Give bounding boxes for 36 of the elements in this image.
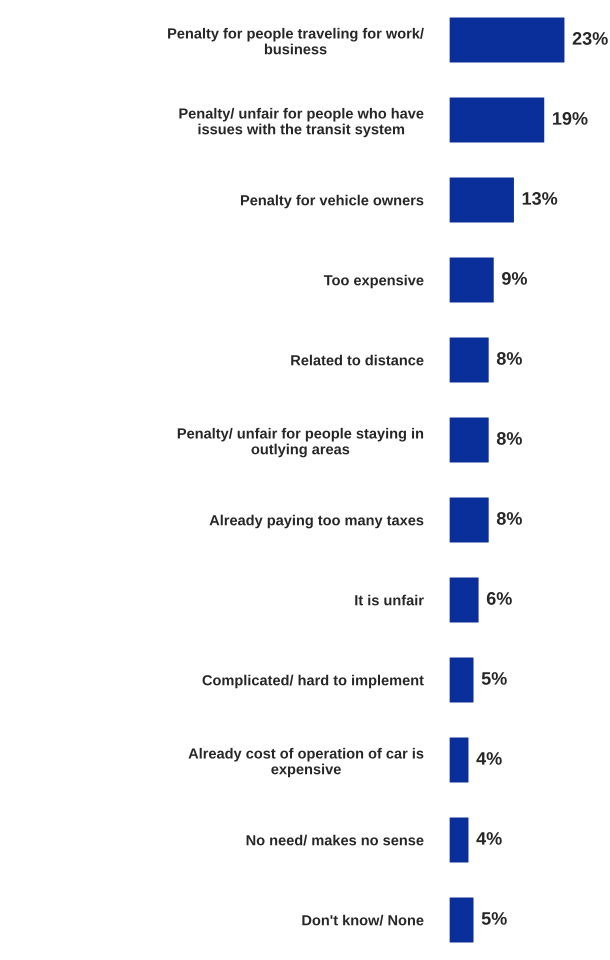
- data-label: 8%: [496, 432, 522, 445]
- y-tick-label: Penalty/ unfair for people staying in outlying areas: [178, 428, 424, 458]
- data-label: 6%: [486, 592, 512, 605]
- y-tick-label: Penalty for vehicle owners: [240, 194, 424, 208]
- bar: [448, 176, 516, 224]
- bar: [448, 896, 475, 944]
- bar: [448, 656, 475, 704]
- bar: [448, 416, 490, 464]
- bar: [448, 736, 470, 784]
- data-label: 4%: [476, 832, 502, 845]
- bar: [448, 576, 480, 624]
- y-tick-label: Penalty for people traveling for work/ business: [168, 28, 424, 54]
- y-tick-label: Related to distance: [291, 354, 424, 366]
- y-tick-label: Penalty/ unfair for people who have issues with the transit system: [179, 108, 424, 138]
- data-label: 19%: [553, 112, 588, 125]
- y-tick-label: It is unfair: [355, 594, 424, 606]
- data-label: 4%: [476, 752, 502, 765]
- data-label: 5%: [482, 672, 507, 685]
- data-label: 9%: [502, 272, 527, 285]
- y-tick-label: Already paying too many taxes: [210, 514, 424, 528]
- y-tick-label: Already cost of operation of car is expensive: [188, 748, 424, 778]
- bar: [448, 496, 490, 544]
- bar: [448, 336, 490, 384]
- bar: [448, 256, 496, 304]
- data-label: 5%: [482, 912, 507, 925]
- y-tick-label: No need/ makes no sense: [246, 834, 424, 846]
- y-tick-label: Complicated/ hard to implement: [202, 674, 424, 688]
- data-label: 23%: [572, 32, 608, 45]
- bar: [448, 96, 546, 144]
- bar: [448, 16, 566, 64]
- data-label: 8%: [496, 512, 522, 525]
- y-tick-label: Don't know/ None: [302, 914, 424, 926]
- y-tick-label: Too expensive: [324, 274, 424, 288]
- bar: [448, 816, 470, 864]
- data-label: 8%: [496, 352, 522, 365]
- data-label: 13%: [522, 192, 558, 205]
